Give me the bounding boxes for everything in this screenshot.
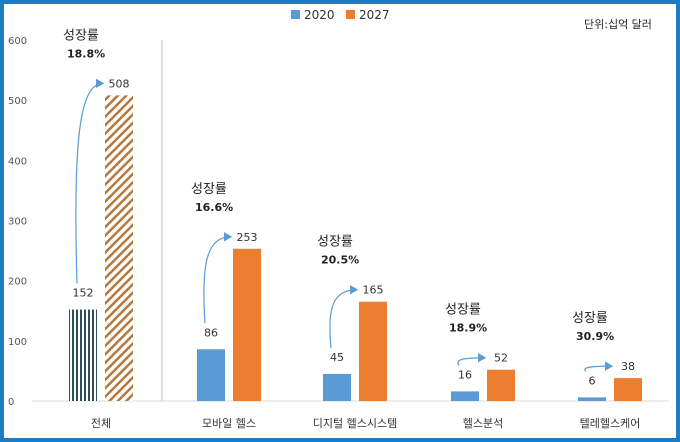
- growth-label: 성장률: [63, 28, 99, 43]
- bars: [69, 95, 642, 401]
- bar-2020: [578, 397, 606, 401]
- bar-2020: [197, 349, 225, 401]
- growth-arrow: [584, 361, 614, 372]
- growth-arrow: [457, 352, 487, 366]
- growth-arrow: [329, 284, 359, 348]
- growth-rate: 18.9%: [449, 322, 487, 335]
- bar-2027: [359, 301, 387, 401]
- growth-arrow: [75, 78, 105, 284]
- value-label-2020: 45: [330, 351, 344, 364]
- category-label: 모바일 헬스: [202, 416, 256, 430]
- unit-label: 단위:십억 달러: [584, 18, 652, 31]
- y-tick-label: 100: [8, 337, 27, 348]
- growth-label: 성장률: [191, 182, 227, 197]
- y-tick-label: 400: [8, 156, 27, 167]
- value-label-2027: 52: [494, 352, 508, 365]
- growth-rate: 16.6%: [195, 201, 233, 214]
- growth-arrow: [203, 231, 233, 324]
- legend-label-2027: 2027: [359, 8, 390, 22]
- value-label-2020: 16: [458, 368, 472, 381]
- y-tick-label: 200: [8, 277, 27, 288]
- y-tick-label: 600: [8, 36, 27, 47]
- category-label: 디지털 헬스시스템: [313, 417, 397, 430]
- legend: 2020 2027: [291, 8, 390, 22]
- bar-2027: [487, 369, 515, 401]
- value-label-2020: 6: [589, 374, 596, 387]
- legend-label-2020: 2020: [304, 8, 335, 22]
- category-label: 헬스분석: [463, 417, 503, 430]
- legend-swatch-2020: [291, 10, 300, 19]
- growth-label: 성장률: [317, 235, 353, 250]
- y-axis-ticks: 0 100 200 300 400 500 600: [8, 36, 27, 408]
- value-label-2027: 38: [621, 360, 635, 373]
- bar-2020: [451, 391, 479, 401]
- growth-rate: 18.8%: [67, 47, 105, 60]
- bar-2020: [323, 373, 351, 401]
- bar-2020: [69, 309, 97, 401]
- bar-2027: [105, 95, 133, 401]
- value-label-2020: 86: [204, 326, 218, 339]
- y-tick-label: 300: [8, 217, 27, 228]
- bar-2027: [233, 248, 261, 401]
- value-label-2027: 508: [109, 77, 130, 90]
- value-label-2020: 152: [73, 287, 94, 300]
- category-label: 전체: [91, 417, 111, 430]
- growth-label: 성장률: [445, 303, 481, 318]
- growth-rate: 30.9%: [576, 330, 614, 343]
- y-tick-label: 500: [8, 96, 27, 107]
- growth-label: 성장률: [572, 311, 608, 326]
- y-tick-label: 0: [8, 397, 14, 408]
- growth-rate: 20.5%: [321, 254, 359, 267]
- bar-2027: [614, 378, 642, 401]
- category-label: 텔레헬스케어: [580, 417, 641, 430]
- value-label-2027: 165: [363, 284, 384, 297]
- value-label-2027: 253: [237, 231, 258, 244]
- legend-swatch-2027: [346, 10, 355, 19]
- bar-chart: 2020 2027 단위:십억 달러 0 100 200 300 400 500 600 1…: [8, 8, 669, 430]
